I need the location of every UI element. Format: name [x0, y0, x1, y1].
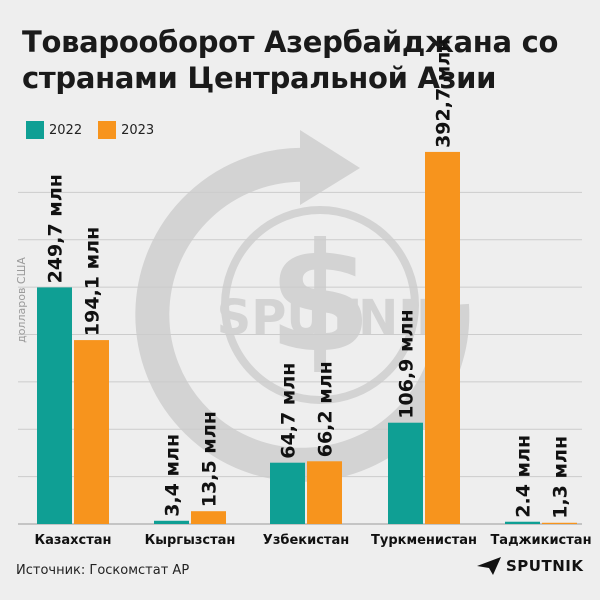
data-label-2022-0: 249,7 млн: [45, 174, 67, 283]
data-label-2023-2: 66,2 млн: [315, 361, 337, 457]
x-tick-label-0: Казахстан: [34, 533, 111, 548]
data-label-2022-1: 3,4 млн: [162, 434, 184, 517]
bar-2023-0: [74, 340, 109, 524]
x-tick-label-2: Узбекистан: [263, 533, 349, 548]
watermark-icon: $SPUTNIK: [135, 130, 470, 482]
bar-2022-0: [37, 287, 72, 524]
legend-swatch-2023: [98, 121, 117, 139]
data-label-2023-3: 392,7 млн: [433, 39, 455, 148]
brand-logo: SPUTNIK: [476, 556, 583, 576]
bar-2023-3: [425, 151, 460, 524]
legend-label-2023: 2023: [121, 122, 155, 138]
bar-2022-3: [388, 422, 423, 524]
data-label-2023-1: 13,5 млн: [199, 411, 221, 507]
bar-2022-1: [154, 520, 189, 524]
sputnik-logo-icon: [477, 557, 501, 575]
chart-title: Товарооборот Азербайджана со странами Це…: [22, 25, 559, 95]
data-label-2022-4: 2.4 млн: [513, 435, 535, 518]
legend-item-2022: 2022: [26, 121, 82, 139]
data-label-2022-2: 64,7 млн: [278, 363, 300, 459]
bar-2022-4: [505, 521, 540, 524]
brand-name: SPUTNIK: [506, 557, 584, 575]
legend: 2022 2023: [26, 121, 170, 139]
watermark-text: SPUTNIK: [217, 290, 456, 346]
x-tick-label-1: Кыргызстан: [145, 533, 236, 548]
bar-2023-1: [191, 511, 226, 524]
legend-swatch-2022: [26, 121, 44, 139]
bar-2022-2: [270, 462, 305, 524]
svg-text:$: $: [268, 212, 372, 386]
data-label-2022-3: 106,9 млн: [396, 309, 418, 418]
x-tick-label-4: Таджикистан: [490, 533, 591, 548]
source-note: Источник: Госкомстат АР: [16, 563, 190, 578]
bar-2023-4: [542, 522, 577, 524]
data-label-2023-4: 1,3 млн: [550, 436, 572, 519]
y-axis-label: долларов США: [15, 257, 28, 343]
data-label-2023-0: 194,1 млн: [82, 227, 104, 336]
legend-item-2023: 2023: [98, 121, 154, 139]
x-tick-label-3: Туркменистан: [371, 533, 477, 548]
bar-2023-2: [307, 461, 342, 524]
legend-label-2022: 2022: [49, 122, 83, 138]
